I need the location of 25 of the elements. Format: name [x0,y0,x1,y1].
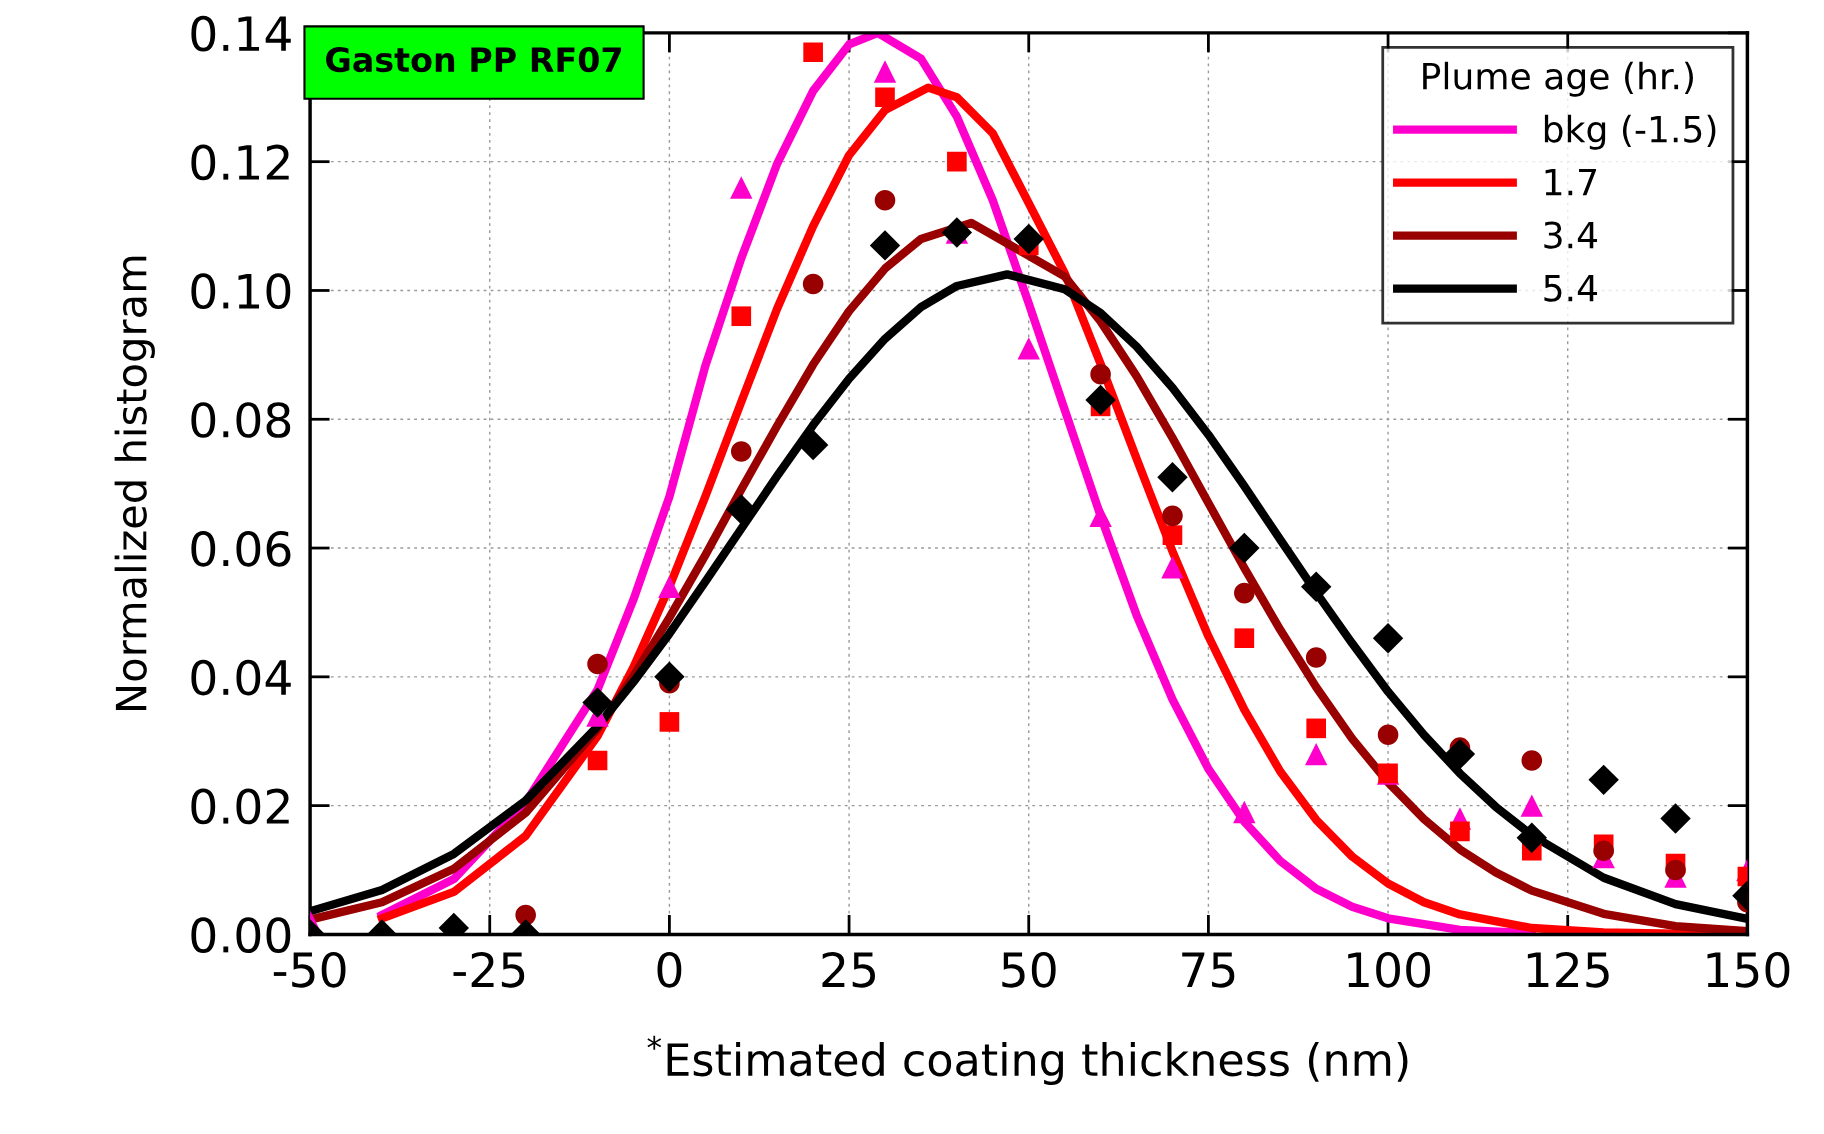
legend-label: 3.4 [1544,221,1598,249]
y-axis-title: Normalized histogram [114,256,155,710]
legend-label: 5.4 [1544,274,1598,302]
x-axis-title: $^{*}$Estimated coating thickness (nm) [647,1035,1408,1086]
annotation: Gaston PP RF07 [326,47,621,73]
x-tick-label: 50 [1002,951,1056,988]
x-tick-label: 25 [822,951,875,988]
y-tick-label: 0.04 [191,659,291,696]
y-tick-label: 0.14 [191,15,291,52]
x-tick-label: 125 [1527,951,1609,988]
legend-title: Plume age (hr.) [1423,61,1693,97]
x-tick-label: -25 [453,951,525,988]
legend-label: bkg (-1.5) [1544,114,1716,150]
y-tick-label: 0.08 [191,402,291,438]
x-tick-label: 75 [1182,952,1235,988]
y-tick-label: 0.00 [191,917,291,954]
x-tick-label: -50 [273,951,346,988]
y-tick-label: 0.06 [191,530,291,567]
x-tick-label: 0 [657,951,682,988]
legend-label: 1.7 [1545,168,1596,196]
y-tick-label: 0.10 [191,273,291,310]
y-tick-label: 0.02 [191,788,289,825]
y-tick-label: 0.12 [191,144,289,181]
x-tick-label: 150 [1707,951,1790,988]
x-tick-label: 100 [1348,951,1430,988]
